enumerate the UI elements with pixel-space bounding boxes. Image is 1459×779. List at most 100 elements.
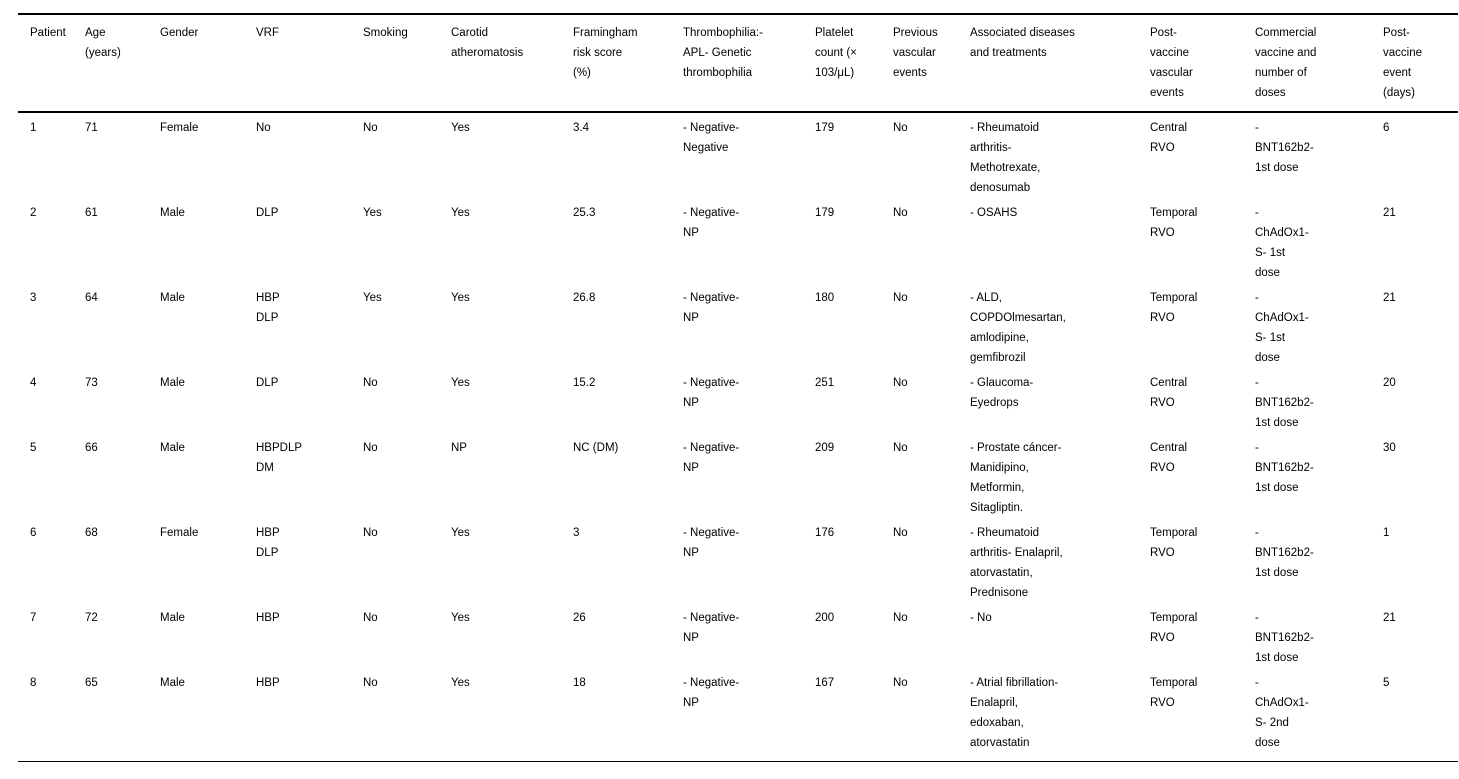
table-cell: No bbox=[893, 207, 908, 219]
table-cell: - Prostate cáncer- Manidipino, Metformin… bbox=[970, 442, 1062, 514]
table-cell: Temporal RVO bbox=[1150, 677, 1198, 709]
table-cell: No bbox=[363, 612, 378, 624]
column-header-carotid-atheromatosis: Carotid atheromatosis bbox=[451, 27, 524, 59]
table-cell: Temporal RVO bbox=[1150, 292, 1198, 324]
table-cell: Female bbox=[160, 122, 199, 134]
table-cell: 5 bbox=[30, 442, 37, 454]
table-cell: HBP bbox=[256, 677, 280, 689]
table-cell: - Rheumatoid arthritis- Enalapril, atorv… bbox=[970, 527, 1063, 599]
table-cell: - Negative- NP bbox=[683, 612, 740, 644]
table-cell: 25.3 bbox=[573, 207, 596, 219]
column-header-post-vaccine-vascular-events: Post- vaccine vascular events bbox=[1150, 27, 1193, 99]
table-cell: - Negative- NP bbox=[683, 207, 740, 239]
table-cell: 26 bbox=[573, 612, 586, 624]
table-cell: Temporal RVO bbox=[1150, 612, 1198, 644]
table-row: 3 64 Male HBP DLP Yes Yes 26.8 - Negative- NP 18… bbox=[18, 283, 1458, 368]
table-row: 4 73 Male DLP No Yes 15.2 - Negative- NP 251 No - … bbox=[18, 368, 1458, 433]
table-cell: - ChAdOx1- S- 1st dose bbox=[1255, 292, 1309, 364]
table-cell: - No bbox=[970, 612, 992, 624]
table-cell: - ChAdOx1- S- 1st dose bbox=[1255, 207, 1309, 279]
table-cell: No bbox=[363, 377, 378, 389]
table-cell: NP bbox=[451, 442, 467, 454]
table-cell: - ALD, COPDOlmesartan, amlodipine, gemfi… bbox=[970, 292, 1066, 364]
table-cell: Central RVO bbox=[1150, 442, 1188, 474]
table-cell: - BNT162b2- 1st dose bbox=[1255, 527, 1314, 579]
table-cell: 176 bbox=[815, 527, 835, 539]
table-cell: - Negative- Negative bbox=[683, 122, 740, 154]
table-cell: No bbox=[893, 377, 908, 389]
table-cell: No bbox=[893, 612, 908, 624]
table-cell: HBP DLP bbox=[256, 527, 280, 559]
column-header-gender: Gender bbox=[160, 27, 199, 39]
table-cell: HBP DLP bbox=[256, 292, 280, 324]
table-row: 1 71 Female No No Yes 3.4 - Negative- Negative 1… bbox=[18, 112, 1458, 198]
table-row: 5 66 Male HBPDLP DM No NP NC (DM) - Negative- N… bbox=[18, 433, 1458, 518]
table-row: 8 65 Male HBP No Yes 18 - Negative- NP 167 No - At… bbox=[18, 668, 1458, 762]
table-cell: - Negative- NP bbox=[683, 527, 740, 559]
table-cell: Central RVO bbox=[1150, 377, 1188, 409]
table-cell: 8 bbox=[30, 677, 37, 689]
table-cell: 6 bbox=[30, 527, 37, 539]
table-cell: 21 bbox=[1383, 612, 1396, 624]
table-cell: 61 bbox=[85, 207, 98, 219]
table-cell: 71 bbox=[85, 122, 98, 134]
table-cell: 1 bbox=[30, 122, 37, 134]
table-cell: - Atrial fibrillation- Enalapril, edoxab… bbox=[970, 677, 1059, 749]
table-cell: 73 bbox=[85, 377, 98, 389]
table-cell: - Glaucoma- Eyedrops bbox=[970, 377, 1034, 409]
table-cell: 3 bbox=[30, 292, 37, 304]
column-header-framingham-risk-score: Framingham risk score (%) bbox=[573, 27, 638, 79]
table-cell: Female bbox=[160, 527, 199, 539]
table-cell: 179 bbox=[815, 122, 835, 134]
column-header-vrf: VRF bbox=[256, 27, 279, 39]
table-row: 7 72 Male HBP No Yes 26 - Negative- NP 200 No - No… bbox=[18, 603, 1458, 668]
table-cell: - OSAHS bbox=[970, 207, 1018, 219]
table-row: 2 61 Male DLP Yes Yes 25.3 - Negative- NP 179 No -… bbox=[18, 198, 1458, 283]
table-row: 6 68 Female HBP DLP No Yes 3 - Negative- NP 176 N… bbox=[18, 518, 1458, 603]
patients-table: Patient Age (years) Gender VRF Smoking C… bbox=[18, 13, 1458, 762]
table-cell: 72 bbox=[85, 612, 98, 624]
table-cell: Male bbox=[160, 292, 185, 304]
table-cell: No bbox=[893, 527, 908, 539]
column-header-previous-vascular-events: Previous vascular events bbox=[893, 27, 938, 79]
table-cell: 1 bbox=[1383, 527, 1390, 539]
table-cell: 251 bbox=[815, 377, 835, 389]
table-cell: - ChAdOx1- S- 2nd dose bbox=[1255, 677, 1309, 749]
table-cell: No bbox=[363, 442, 378, 454]
table-cell: - BNT162b2- 1st dose bbox=[1255, 122, 1314, 174]
table-cell: No bbox=[893, 442, 908, 454]
table-cell: Male bbox=[160, 377, 185, 389]
table-cell: 15.2 bbox=[573, 377, 596, 389]
table-cell: Yes bbox=[451, 612, 470, 624]
table-cell: 21 bbox=[1383, 292, 1396, 304]
table-cell: - Negative- NP bbox=[683, 377, 740, 409]
table-cell: Yes bbox=[451, 292, 470, 304]
table-cell: 64 bbox=[85, 292, 98, 304]
table-cell: 21 bbox=[1383, 207, 1396, 219]
table-cell: No bbox=[363, 122, 378, 134]
table-cell: 65 bbox=[85, 677, 98, 689]
table-cell: No bbox=[363, 677, 378, 689]
table-cell: - Negative- NP bbox=[683, 677, 740, 709]
table-cell: - BNT162b2- 1st dose bbox=[1255, 377, 1314, 429]
table-cell: NC (DM) bbox=[573, 442, 619, 454]
table-cell: Temporal RVO bbox=[1150, 527, 1198, 559]
table-cell: 180 bbox=[815, 292, 835, 304]
table-cell: 6 bbox=[1383, 122, 1390, 134]
table-cell: 167 bbox=[815, 677, 835, 689]
column-header-commercial-vaccine: Commercial vaccine and number of doses bbox=[1255, 27, 1317, 99]
table-header: Patient Age (years) Gender VRF Smoking C… bbox=[18, 14, 1458, 112]
table-cell: Yes bbox=[451, 527, 470, 539]
table-cell: DLP bbox=[256, 207, 279, 219]
table-cell: 30 bbox=[1383, 442, 1396, 454]
column-header-smoking: Smoking bbox=[363, 27, 408, 39]
table-cell: 5 bbox=[1383, 677, 1390, 689]
table-cell: HBPDLP DM bbox=[256, 442, 303, 474]
table-cell: 209 bbox=[815, 442, 835, 454]
table-cell: 68 bbox=[85, 527, 98, 539]
table-cell: Male bbox=[160, 612, 185, 624]
table-cell: 26.8 bbox=[573, 292, 596, 304]
column-header-post-vaccine-event-days: Post- vaccine event (days) bbox=[1383, 27, 1422, 99]
column-header-patient: Patient bbox=[30, 27, 66, 39]
